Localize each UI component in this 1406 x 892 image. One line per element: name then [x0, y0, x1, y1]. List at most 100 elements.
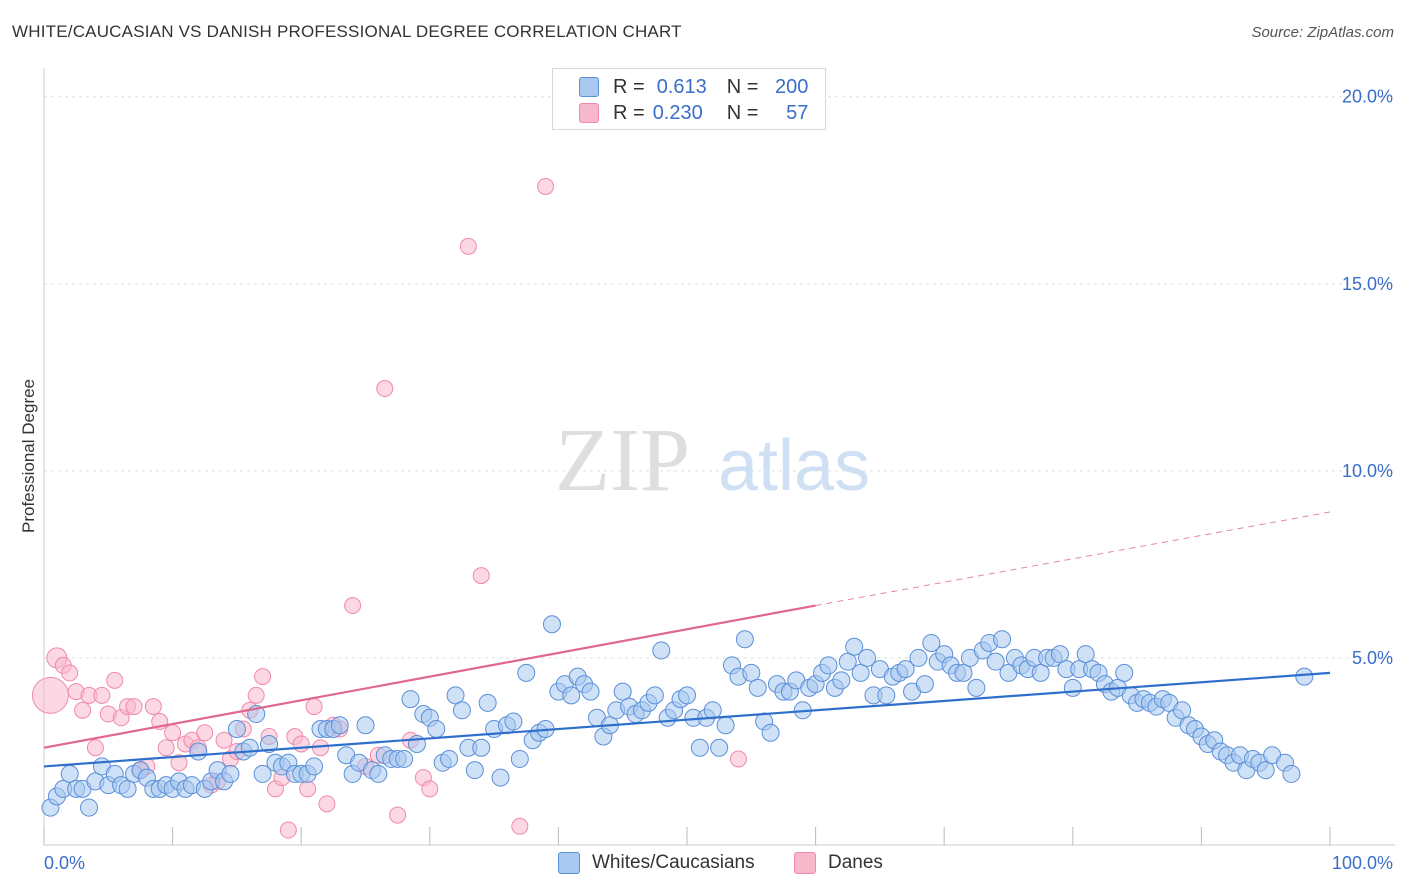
watermark-atlas: atlas [718, 426, 870, 506]
whites-point [742, 663, 761, 682]
danes-point [170, 754, 188, 772]
danes-point [459, 237, 477, 255]
whites-point [227, 720, 246, 739]
danes-point [157, 739, 175, 757]
danes-point [144, 698, 162, 716]
whites-point [922, 633, 941, 652]
whites-point [369, 764, 388, 783]
y-tick-label: 15.0% [1342, 274, 1393, 294]
grid: 5.0% 10.0% 15.0% 20.0% [43, 68, 1395, 845]
whites-point [967, 678, 986, 697]
whites-point [330, 716, 349, 735]
danes-point [164, 724, 182, 742]
x-tick-label: 0.0% [44, 853, 85, 873]
trend-lines [43, 511, 1331, 768]
whites-point [80, 798, 99, 817]
danes-point [247, 686, 265, 704]
whites-point [118, 779, 137, 798]
whites-point [253, 764, 272, 783]
danes-point [376, 380, 394, 398]
danes-point [74, 701, 92, 719]
whites-point [465, 761, 484, 780]
chart-title: WHITE/CAUCASIAN VS DANISH PROFESSIONAL D… [12, 22, 682, 41]
whites-point [993, 630, 1012, 649]
danes-point [318, 795, 336, 813]
whites-point [504, 712, 523, 731]
whites-point [1256, 761, 1275, 780]
stats-legend: R = 0.613 N = 200 R = 0.230 N = 57 [552, 68, 826, 130]
danes-point [299, 780, 317, 798]
danes-point [86, 739, 104, 757]
legend-label-whites: Whites/Caucasians [592, 852, 755, 873]
legend-swatch-danes [579, 103, 599, 123]
whites-point [427, 720, 446, 739]
danes-trend-line [43, 604, 816, 749]
whites-point [838, 652, 857, 671]
danes-point [729, 750, 747, 768]
whites-point [542, 615, 561, 634]
danes-point [125, 698, 143, 716]
whites-point [1031, 663, 1050, 682]
whites-point [761, 723, 780, 742]
danes-point [93, 686, 111, 704]
legend-row-whites: R = 0.613 N = 200 [553, 74, 808, 100]
legend-n-label: N = [726, 101, 759, 124]
whites-point [819, 656, 838, 675]
y-tick-label: 5.0% [1352, 648, 1393, 668]
whites-point [986, 652, 1005, 671]
legend-r-label: R = [613, 101, 645, 124]
whites-point [954, 663, 973, 682]
whites-point [60, 764, 79, 783]
whites-point [440, 749, 459, 768]
danes-point [106, 671, 124, 689]
whites-point [452, 701, 471, 720]
y-tick-label: 10.0% [1342, 461, 1393, 481]
legend-item-whites[interactable]: Whites/Caucasians [558, 852, 755, 874]
whites-point [478, 693, 497, 712]
danes-point [472, 567, 490, 585]
whites-point [1050, 645, 1069, 664]
legend-swatch-danes [794, 852, 816, 874]
danes-point [292, 735, 310, 753]
whites-point [832, 671, 851, 690]
source-label: Source: ZipAtlas.com [1251, 24, 1394, 41]
legend-item-danes[interactable]: Danes [794, 852, 883, 874]
whites-point [645, 686, 664, 705]
whites-point [845, 637, 864, 656]
whites-point [401, 690, 420, 709]
whites-point [877, 686, 896, 705]
whites-point [510, 749, 529, 768]
whites-point [690, 738, 709, 757]
whites-point [1295, 667, 1314, 686]
danes-point [344, 597, 362, 615]
danes-point [511, 817, 529, 835]
danes-point [389, 806, 407, 824]
danes-point [279, 821, 297, 839]
whites-point [189, 742, 208, 761]
danes-point [254, 668, 272, 686]
whites-point [710, 738, 729, 757]
danes-trend-extension [815, 511, 1331, 607]
whites-point [562, 686, 581, 705]
whites-point [1063, 678, 1082, 697]
legend-r-value: 0.613 [656, 75, 707, 98]
whites-point [858, 648, 877, 667]
legend-swatch-whites [558, 852, 580, 874]
whites-point [221, 764, 240, 783]
axis-ticks: 0.0% 100.0% [43, 827, 1395, 873]
whites-point [613, 682, 632, 701]
whites-point [1282, 764, 1301, 783]
legend-row-danes: R = 0.230 N = 57 [553, 100, 808, 126]
whites-point [915, 675, 934, 694]
danes-point [31, 676, 69, 714]
danes-point [305, 698, 323, 716]
danes-point [421, 780, 439, 798]
whites-point [446, 686, 465, 705]
whites-point [395, 749, 414, 768]
legend-n-value: 200 [775, 75, 809, 98]
legend-n-value: 57 [786, 101, 809, 124]
y-axis-title: Professional Degree [19, 379, 38, 533]
danes-point [215, 731, 233, 749]
danes-point [61, 664, 79, 682]
